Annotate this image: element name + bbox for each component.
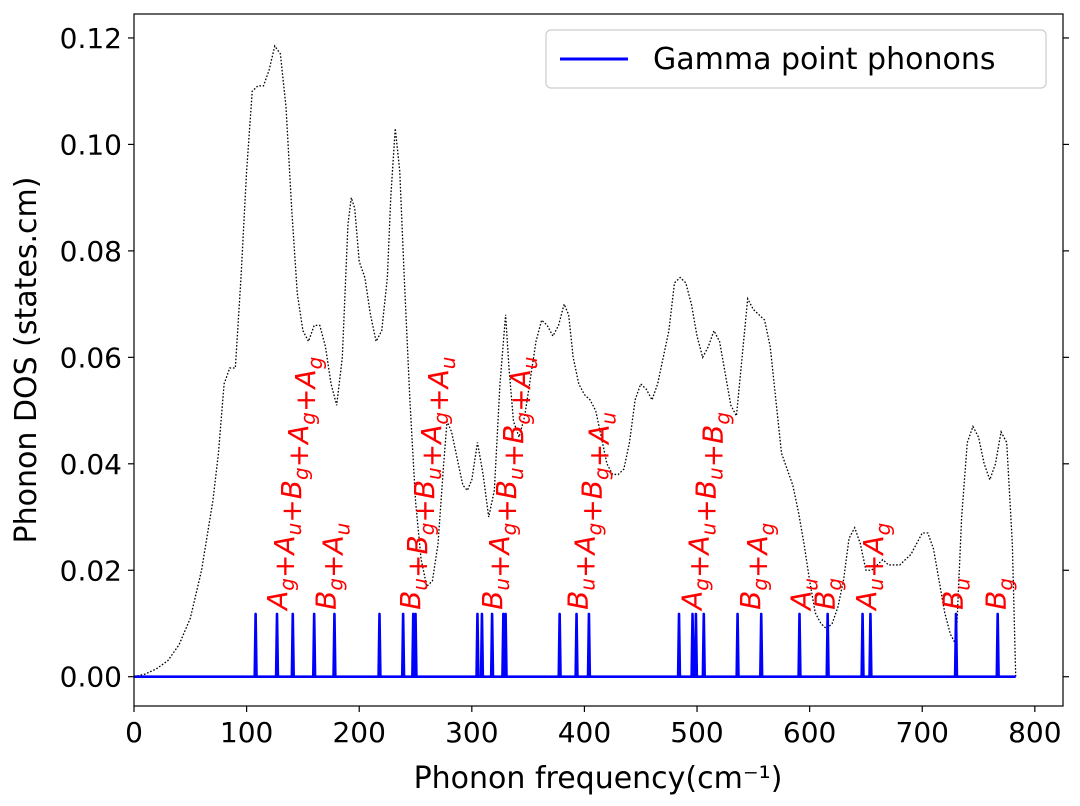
plot-frame	[133, 13, 1064, 707]
x-axis: 0 100 200 300 400 500 600 700 800	[125, 706, 1062, 749]
x-tick-label: 0	[125, 716, 143, 749]
mode-label: Bg+Ag	[734, 523, 779, 610]
x-tick-label: 600	[783, 716, 836, 749]
mode-label: Bu	[937, 578, 975, 610]
x-tick-label: 300	[445, 716, 498, 749]
legend-label-gamma: Gamma point phonons	[653, 42, 995, 77]
legend: Gamma point phonons	[545, 29, 1047, 89]
y-tick-label: 0.10	[60, 128, 122, 161]
mode-label: Au	[785, 578, 823, 612]
x-tick-label: 100	[220, 716, 273, 749]
gamma-line	[134, 612, 1016, 679]
y-tick-label: 0.12	[60, 22, 122, 55]
mode-label: Bu+Ag+Bu+Bg+Au	[476, 357, 542, 610]
y-tick-label: 0.02	[60, 554, 122, 587]
mode-label: Au+Ag	[850, 523, 895, 612]
x-tick-label: 800	[1008, 716, 1061, 749]
x-axis-label: Phonon frequency(cm⁻¹)	[414, 761, 783, 796]
y-tick-label: 0.04	[60, 448, 122, 481]
mode-label: Ag+Au+Bu+Bg	[675, 412, 734, 612]
mode-label: Ag+Au+Bg+Ag+Ag	[261, 357, 327, 612]
y-tick-label: 0.00	[60, 661, 122, 694]
gamma-layer	[134, 612, 1016, 679]
legend-box	[545, 29, 1047, 89]
mode-label: Bg	[808, 578, 846, 610]
y-axis: 0.00 0.02 0.04 0.06 0.08 0.10 0.12	[60, 22, 1069, 694]
mode-labels: Ag+Au+Bg+Ag+AgBg+AuBu+Bg+Bu+Ag+AuBu+Ag+B…	[261, 357, 1017, 612]
y-tick-label: 0.06	[60, 341, 122, 374]
mode-label: Bu+Bg+Bu+Ag+Au	[394, 357, 460, 610]
x-tick-label: 700	[896, 716, 949, 749]
mode-label: Bu+Ag+Bg+Au	[562, 412, 621, 610]
dos-layer	[134, 44, 1017, 678]
mode-label: Bg	[979, 578, 1017, 610]
y-axis-label: Phonon DOS (states.cm)	[9, 177, 44, 544]
mode-label: Bg+Au	[309, 523, 354, 610]
x-tick-label: 200	[332, 716, 385, 749]
y-tick-label: 0.08	[60, 235, 122, 268]
x-tick-label: 500	[670, 716, 723, 749]
dos-line	[134, 44, 1017, 678]
x-tick-label: 400	[558, 716, 611, 749]
